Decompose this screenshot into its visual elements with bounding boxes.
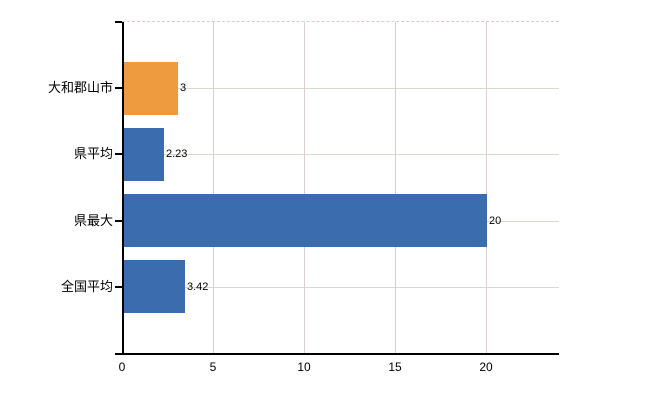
y-axis-tick bbox=[115, 220, 122, 222]
y-axis-top-tick bbox=[115, 21, 122, 23]
x-tick-label: 15 bbox=[388, 360, 402, 374]
gridline-vertical bbox=[213, 22, 214, 353]
x-tick-label: 10 bbox=[297, 360, 311, 374]
bar bbox=[124, 260, 185, 313]
gridline-horizontal bbox=[122, 154, 559, 155]
category-label: 県平均 bbox=[73, 146, 113, 161]
bar-value-label: 3.42 bbox=[187, 281, 209, 293]
bar bbox=[124, 128, 164, 181]
y-axis-tick bbox=[115, 153, 122, 155]
x-tick-label: 0 bbox=[118, 360, 126, 374]
y-axis-line bbox=[122, 22, 124, 353]
x-tick-label: 5 bbox=[209, 360, 217, 374]
gridline-vertical bbox=[486, 22, 487, 353]
gridline-vertical bbox=[395, 22, 396, 353]
plot-top-border bbox=[122, 21, 559, 22]
category-label: 大和郡山市 bbox=[47, 80, 113, 95]
bar-value-label: 20 bbox=[489, 215, 502, 227]
y-axis-tick bbox=[115, 286, 122, 288]
category-label: 県最大 bbox=[73, 213, 113, 228]
x-axis-line bbox=[115, 353, 559, 355]
gridline-vertical bbox=[304, 22, 305, 353]
gridline-horizontal bbox=[122, 88, 559, 89]
bar-value-label: 2.23 bbox=[166, 148, 188, 160]
bar-value-label: 3 bbox=[180, 82, 187, 94]
x-tick-label: 20 bbox=[479, 360, 493, 374]
bar bbox=[124, 194, 487, 247]
bar bbox=[124, 62, 178, 115]
gridline-horizontal bbox=[122, 287, 559, 288]
category-label: 全国平均 bbox=[60, 279, 113, 294]
y-axis-tick bbox=[115, 87, 122, 89]
